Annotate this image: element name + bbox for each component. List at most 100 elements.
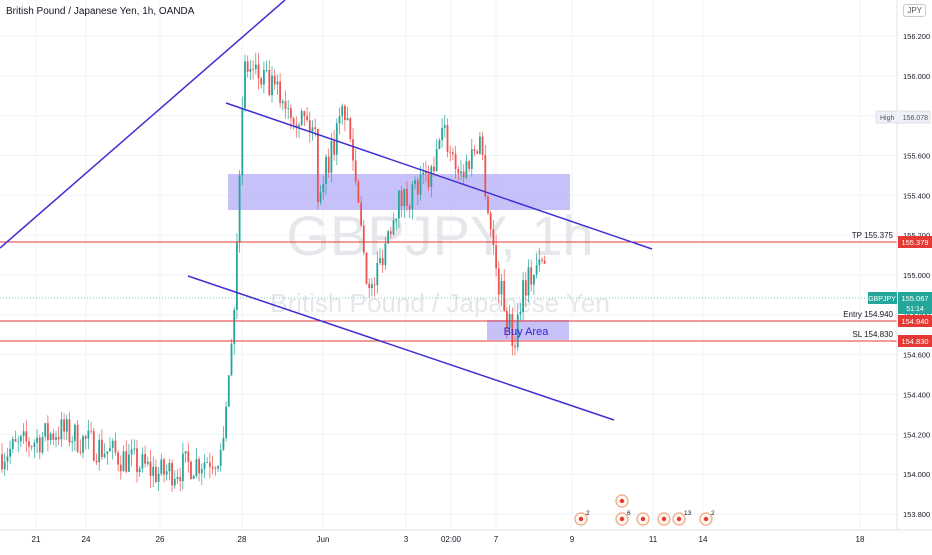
event-marker[interactable]: 13 xyxy=(672,510,692,526)
candle-up xyxy=(479,132,481,155)
candle-down xyxy=(530,259,533,292)
tp-tag-value: 155.379 xyxy=(901,238,928,247)
event-flag-icon xyxy=(619,516,625,522)
candle-up xyxy=(98,433,101,471)
y-tick-label: 155.000 xyxy=(903,271,930,280)
event-marker[interactable] xyxy=(657,512,671,526)
currency-button[interactable]: JPY xyxy=(903,4,926,17)
trendline-channel-upper[interactable] xyxy=(225,102,653,250)
candle-down xyxy=(327,148,330,178)
candle-down xyxy=(149,449,152,488)
candle-down xyxy=(357,179,360,204)
candle-down xyxy=(524,271,527,308)
candle-up xyxy=(300,108,303,127)
event-flag-icon xyxy=(578,516,584,522)
x-tick-label: Jun xyxy=(317,535,330,544)
candle-up xyxy=(298,122,300,139)
candle-down xyxy=(211,455,214,475)
event-marker[interactable] xyxy=(636,512,650,526)
candle-up xyxy=(160,453,163,476)
candle-down xyxy=(257,53,260,90)
candle-down xyxy=(416,177,419,206)
candle-down xyxy=(155,459,157,484)
candle-up xyxy=(111,438,114,460)
symbol-tag: GBPJPY xyxy=(868,296,896,303)
candle-up xyxy=(22,423,25,444)
candle-up xyxy=(138,465,141,477)
candle-down xyxy=(308,111,311,143)
y-tick-label: 153.800 xyxy=(903,510,930,519)
candle-up xyxy=(195,447,198,479)
candle-up xyxy=(219,443,222,472)
event-badge: 13 xyxy=(684,510,692,517)
event-marker[interactable]: 6 xyxy=(615,510,631,526)
candle-up xyxy=(217,465,219,472)
high-value: 156.078 xyxy=(903,115,928,122)
event-markers: 2 6 13 2 xyxy=(574,494,715,526)
candle-up xyxy=(465,154,468,180)
candle-up xyxy=(422,162,425,185)
bar-countdown: 51:14 xyxy=(906,306,924,313)
trendline-rising[interactable] xyxy=(0,0,286,249)
y-tick-label: 155.400 xyxy=(903,191,930,200)
y-tick-label: 156.000 xyxy=(903,72,930,81)
candle-down xyxy=(400,185,403,217)
candle-up xyxy=(130,439,133,467)
candle-down xyxy=(452,147,454,161)
candle-up xyxy=(238,170,241,253)
y-tick-label: 156.400 xyxy=(903,0,930,1)
candle-down xyxy=(90,421,92,435)
y-tick-label: 154.200 xyxy=(903,430,930,439)
candle-up xyxy=(141,447,144,473)
trend-lines xyxy=(0,0,653,421)
event-flag-icon xyxy=(619,498,625,504)
last-price-value: 155.067 xyxy=(901,294,928,303)
candle-up xyxy=(3,452,6,476)
candle-down xyxy=(492,220,495,255)
event-flag-icon xyxy=(661,516,667,522)
candle-down xyxy=(484,144,487,200)
candle-down xyxy=(79,439,82,456)
candle-up xyxy=(203,454,206,479)
event-badge: 2 xyxy=(711,510,715,517)
candle-up xyxy=(200,463,203,486)
candle-down xyxy=(25,420,28,453)
candle-down xyxy=(333,130,335,161)
candle-up xyxy=(133,439,136,455)
candle-down xyxy=(279,73,281,109)
candle-down xyxy=(63,413,65,440)
candle-down xyxy=(125,440,128,474)
x-tick-label: 26 xyxy=(156,535,165,544)
candle-down xyxy=(28,437,30,457)
candle-up xyxy=(17,435,20,453)
candle-down xyxy=(47,415,49,452)
trendline-channel-lower[interactable] xyxy=(187,275,615,421)
candle-down xyxy=(454,145,457,179)
tp-price-tag: 155.379 xyxy=(898,236,932,248)
event-flag-icon xyxy=(676,516,682,522)
candle-down xyxy=(14,430,17,443)
candle-up xyxy=(500,274,503,306)
candle-up xyxy=(225,401,227,442)
event-marker[interactable]: 2 xyxy=(574,510,590,526)
y-tick-label: 155.600 xyxy=(903,151,930,160)
candle-up xyxy=(414,176,416,190)
price-axis[interactable]: 156.600156.400156.200156.000155.800155.6… xyxy=(896,0,930,530)
candle-up xyxy=(311,120,314,141)
candle-down xyxy=(246,55,249,78)
candle-down xyxy=(38,434,41,460)
candle-up xyxy=(376,251,379,294)
candle-up xyxy=(173,470,176,489)
candle-up xyxy=(419,166,422,201)
event-marker[interactable]: 2 xyxy=(699,510,715,526)
candle-up xyxy=(319,185,322,206)
time-axis[interactable]: 21 24 26 28 Jun 3 02:00 7 9 11 14 18 xyxy=(0,529,932,544)
watermark-ticker: GBPJPY, 1h xyxy=(286,204,593,267)
event-marker[interactable] xyxy=(615,494,629,508)
candle-up xyxy=(522,271,524,321)
entry-tag-value: 154.940 xyxy=(901,317,928,326)
candle-down xyxy=(187,442,190,473)
candle-up xyxy=(55,430,57,448)
